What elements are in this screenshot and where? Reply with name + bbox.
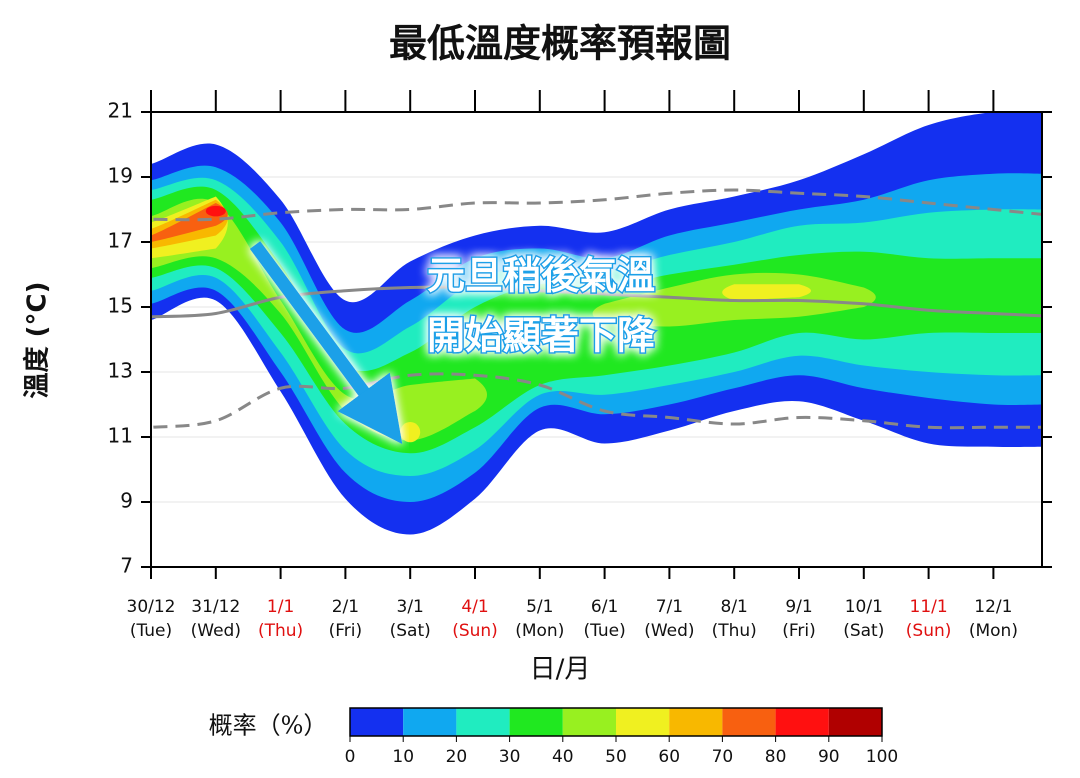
- x-tick-weekday: (Wed): [644, 621, 694, 641]
- x-tick-label: 31/12: [191, 597, 240, 617]
- colorbar-swatch: [775, 708, 829, 736]
- dashed-line: [151, 188, 1042, 222]
- colorbar-swatch: [350, 708, 404, 736]
- annotation-text: 元旦稍後氣溫: [427, 254, 655, 298]
- x-tick-label: 2/1: [332, 597, 359, 617]
- y-tick-label: 17: [108, 229, 133, 253]
- x-tick-weekday: (Sat): [390, 621, 431, 641]
- colorbar-tick-label: 100: [866, 747, 898, 767]
- probability-band: [151, 198, 487, 441]
- y-tick-label: 21: [108, 99, 133, 123]
- x-tick-label: 5/1: [526, 597, 553, 617]
- colorbar-swatch: [616, 708, 670, 736]
- y-tick-label: 13: [108, 359, 133, 383]
- x-tick-weekday: (Tue): [130, 621, 172, 641]
- colorbar-label: 概率（%）: [209, 712, 328, 740]
- colorbar-swatch: [562, 708, 616, 736]
- x-axis-label: 日/月: [530, 655, 591, 685]
- colorbar-swatch: [456, 708, 510, 736]
- x-tick-weekday: (Sun): [452, 621, 498, 641]
- x-tick-weekday: (Fri): [782, 621, 816, 641]
- x-tick-label: 3/1: [397, 597, 424, 617]
- colorbar-swatch: [722, 708, 776, 736]
- y-tick-label: 9: [120, 489, 133, 513]
- y-tick-label: 11: [108, 424, 133, 448]
- y-tick-label: 19: [108, 164, 133, 188]
- x-tick-label: 9/1: [785, 597, 812, 617]
- x-tick-label: 1/1: [267, 597, 294, 617]
- x-tick-label: 30/12: [127, 597, 176, 617]
- annotation-text: 開始顯著下降: [427, 314, 655, 358]
- x-tick-weekday: (Mon): [515, 621, 564, 641]
- colorbar-tick-label: 40: [552, 747, 574, 767]
- x-tick-weekday: (Sat): [843, 621, 884, 641]
- probability-band: [205, 205, 226, 217]
- colorbar-swatch: [509, 708, 563, 736]
- x-tick-label: 4/1: [461, 597, 488, 617]
- colorbar-swatch: [669, 708, 723, 736]
- y-axis-label: 溫度 (°C): [22, 282, 53, 399]
- colorbar-tick-label: 20: [446, 747, 468, 767]
- plot-frame: [150, 111, 1043, 568]
- x-tick-label: 8/1: [721, 597, 748, 617]
- colorbar-tick-label: 70: [712, 747, 734, 767]
- x-tick-weekday: (Mon): [969, 621, 1018, 641]
- x-tick-weekday: (Fri): [329, 621, 363, 641]
- colorbar-tick-label: 50: [605, 747, 627, 767]
- y-tick-label: 7: [120, 554, 133, 578]
- chart-title: 最低溫度概率預報圖: [389, 22, 731, 66]
- colorbar-tick-label: 60: [658, 747, 680, 767]
- dashed-line: [151, 372, 1042, 430]
- x-tick-weekday: (Sun): [906, 621, 952, 641]
- colorbar-swatch: [828, 708, 882, 736]
- x-tick-weekday: (Thu): [712, 621, 757, 641]
- x-tick-weekday: (Thu): [258, 621, 303, 641]
- x-tick-label: 11/1: [910, 597, 948, 617]
- probability-band: [722, 284, 811, 301]
- colorbar-tick-label: 80: [765, 747, 787, 767]
- mean-line: [151, 285, 1042, 319]
- x-tick-label: 10/1: [845, 597, 883, 617]
- colorbar-swatch: [403, 708, 457, 736]
- colorbar-tick-label: 10: [392, 747, 414, 767]
- colorbar-tick-label: 0: [345, 747, 356, 767]
- x-tick-label: 6/1: [591, 597, 618, 617]
- colorbar-tick-label: 90: [818, 747, 840, 767]
- y-tick-label: 15: [108, 294, 133, 318]
- x-tick-weekday: (Tue): [583, 621, 625, 641]
- x-tick-weekday: (Wed): [191, 621, 241, 641]
- x-tick-label: 12/1: [974, 597, 1012, 617]
- colorbar-tick-label: 30: [499, 747, 521, 767]
- annotation-arrow: [249, 241, 403, 445]
- probability-band: [400, 422, 421, 443]
- x-tick-label: 7/1: [656, 597, 683, 617]
